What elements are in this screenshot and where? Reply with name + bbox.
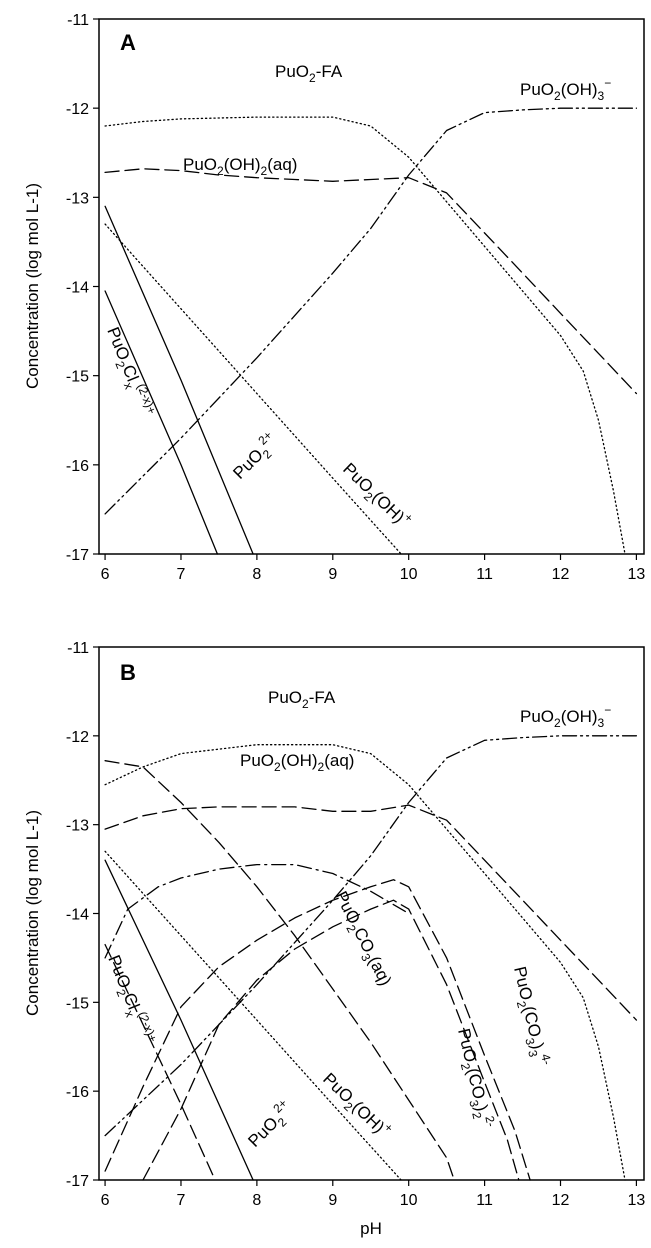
panel-a-x-tick-label: 13: [628, 566, 646, 583]
panel-b-y-tick-label: -15: [66, 995, 89, 1012]
series-a-3-line: [104, 223, 402, 555]
panel-a-x-tick-label: 12: [552, 566, 570, 583]
label-b-puo2-oh2-aq: PuO2(OH)2(aq): [240, 751, 354, 774]
series-b-2-line: [104, 804, 638, 1021]
panel-a-x-tick-label: 11: [476, 566, 493, 583]
panel-b: 6 7 8 9 10 11 12 13 -17 -16 -15 -14 -13 -12 -11 B Conc…: [23, 640, 645, 1238]
series-b-3-line: [104, 760, 455, 1181]
panel-a-x-tick-label: 8: [252, 566, 261, 583]
panel-b-ticks: 6 7 8 9 10 11 12 13 -17 -16 -15 -14 -13 -12 -11: [66, 640, 646, 1209]
panel-b-y-tick-label: -14: [66, 907, 89, 924]
panel-a-y-tick-label: -16: [66, 458, 89, 475]
panel-b-x-tick-label: 9: [328, 1192, 337, 1209]
panel-a-y-tick-label: -12: [66, 101, 89, 118]
panel-b-y-axis-title: Concentration (log mol L-1): [23, 810, 42, 1016]
x-axis-title: pH: [360, 1219, 382, 1238]
label-a-puo2-fa: PuO2-FA: [275, 62, 343, 85]
series-b-4-line: [142, 899, 520, 1181]
panel-b-curves: [104, 735, 638, 1181]
label-a-puo2-oh2-aq: PuO2(OH)2(aq): [183, 155, 297, 178]
series-b-1-line: [104, 735, 638, 1137]
series-b-8-line: [104, 859, 254, 1181]
label-a-puo2-oh3: PuO2(OH)3−: [520, 76, 611, 103]
label-b-puo2-fa: PuO2-FA: [268, 688, 336, 711]
panel-b-y-tick-label: -12: [66, 729, 89, 746]
panel-a-letter: A: [120, 30, 136, 55]
series-a-0-line: [104, 116, 626, 555]
panel-b-x-tick-label: 8: [252, 1192, 261, 1209]
panel-a-y-tick-label: -11: [67, 12, 89, 29]
panel-a-x-tick-label: 7: [177, 566, 186, 583]
panel-a-y-tick-label: -15: [66, 369, 89, 386]
panel-b-x-tick-label: 7: [177, 1192, 186, 1209]
series-b-7-line: [104, 850, 402, 1181]
panel-a-ticks: 6 7 8 9 10 11 12 13 -17 -16 -15 -14 -13 -12 -11: [66, 12, 646, 583]
panel-a-y-axis-title: Concentration (log mol L-1): [23, 183, 42, 389]
series-a-2-line: [104, 168, 638, 395]
series-a-1-line: [104, 107, 638, 515]
panel-a-x-tick-label: 10: [400, 566, 418, 583]
panel-b-x-tick-label: 6: [101, 1192, 110, 1209]
series-b-9-line: [104, 943, 216, 1181]
panel-a-y-tick-label: -17: [66, 547, 89, 564]
panel-a-curves: [104, 107, 638, 555]
series-a-4-line: [104, 205, 254, 555]
panel-a-y-tick-label: -13: [66, 190, 89, 207]
panel-b-y-tick-label: -11: [67, 640, 89, 657]
label-b-puo2-oh3: PuO2(OH)3−: [520, 703, 611, 730]
panel-b-y-tick-label: -16: [66, 1084, 89, 1101]
series-b-5-line: [104, 879, 531, 1181]
panel-b-x-tick-label: 12: [552, 1192, 570, 1209]
panel-a-y-tick-label: -14: [66, 280, 89, 297]
panel-b-y-tick-label: -17: [66, 1173, 89, 1190]
series-b-6-line: [104, 863, 410, 959]
panel-b-y-tick-label: -13: [66, 818, 89, 835]
series-a-5-line: [104, 290, 219, 555]
panel-b-x-tick-label: 10: [400, 1192, 418, 1209]
panel-b-x-tick-label: 13: [628, 1192, 646, 1209]
panel-b-x-tick-label: 11: [476, 1192, 493, 1209]
panel-a-x-tick-label: 6: [101, 566, 110, 583]
panel-b-letter: B: [120, 660, 136, 685]
panel-a-x-tick-label: 9: [328, 566, 337, 583]
